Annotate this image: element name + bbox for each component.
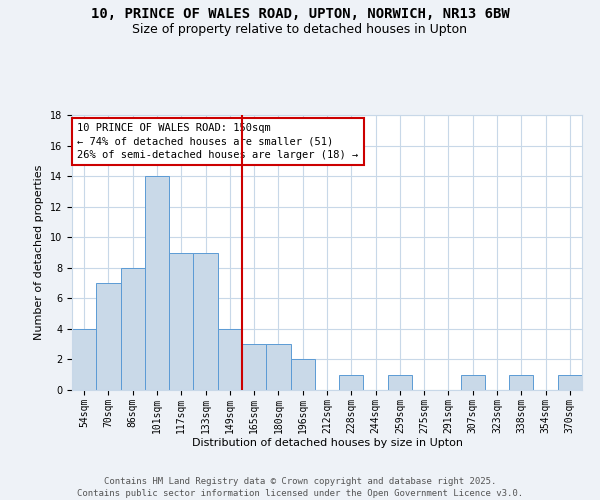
Bar bbox=[266, 344, 290, 390]
Bar bbox=[96, 283, 121, 390]
Bar bbox=[121, 268, 145, 390]
Text: Size of property relative to detached houses in Upton: Size of property relative to detached ho… bbox=[133, 22, 467, 36]
Bar bbox=[218, 329, 242, 390]
Bar bbox=[339, 374, 364, 390]
Text: 10, PRINCE OF WALES ROAD, UPTON, NORWICH, NR13 6BW: 10, PRINCE OF WALES ROAD, UPTON, NORWICH… bbox=[91, 8, 509, 22]
Bar bbox=[290, 360, 315, 390]
Y-axis label: Number of detached properties: Number of detached properties bbox=[34, 165, 44, 340]
Bar bbox=[388, 374, 412, 390]
X-axis label: Distribution of detached houses by size in Upton: Distribution of detached houses by size … bbox=[191, 438, 463, 448]
Bar bbox=[509, 374, 533, 390]
Text: 10 PRINCE OF WALES ROAD: 150sqm
← 74% of detached houses are smaller (51)
26% of: 10 PRINCE OF WALES ROAD: 150sqm ← 74% of… bbox=[77, 123, 358, 160]
Bar bbox=[242, 344, 266, 390]
Bar bbox=[169, 252, 193, 390]
Bar bbox=[145, 176, 169, 390]
Bar bbox=[461, 374, 485, 390]
Bar bbox=[193, 252, 218, 390]
Bar bbox=[558, 374, 582, 390]
Text: Contains HM Land Registry data © Crown copyright and database right 2025.
Contai: Contains HM Land Registry data © Crown c… bbox=[77, 476, 523, 498]
Bar bbox=[72, 329, 96, 390]
